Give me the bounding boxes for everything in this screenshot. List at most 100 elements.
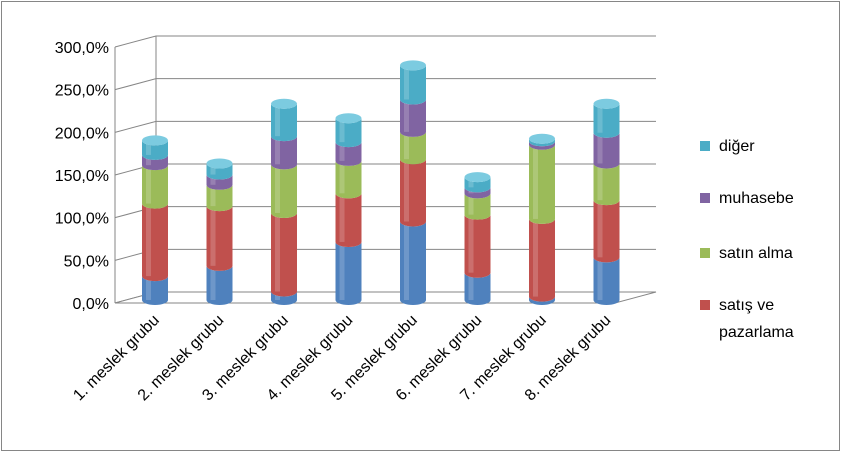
bar-highlight bbox=[597, 257, 603, 300]
bar-segment bbox=[206, 163, 233, 180]
bar-highlight bbox=[339, 241, 345, 300]
bar-segment bbox=[142, 140, 168, 160]
bar-segment bbox=[464, 272, 491, 305]
bar-top bbox=[400, 60, 426, 71]
bar-highlight bbox=[404, 65, 409, 100]
legend-label: satın alma bbox=[719, 245, 793, 262]
y-tick-label: 50,0% bbox=[64, 253, 109, 270]
bar-segment bbox=[529, 296, 555, 305]
bar-highlight bbox=[597, 163, 603, 201]
bar-highlight bbox=[210, 206, 216, 266]
bar-segment bbox=[593, 257, 620, 305]
bar-segment bbox=[529, 138, 555, 147]
legend-swatch bbox=[700, 248, 710, 258]
bar-segment bbox=[142, 154, 168, 171]
legend-swatch bbox=[700, 193, 710, 203]
bar-highlight bbox=[339, 142, 345, 161]
bar-highlight bbox=[146, 276, 151, 300]
bar-highlight bbox=[275, 164, 280, 213]
bar-highlight bbox=[210, 163, 216, 175]
bar-segment bbox=[529, 141, 555, 150]
bar-top bbox=[464, 172, 491, 183]
bar-highlight bbox=[468, 214, 474, 273]
bar-segment bbox=[400, 65, 426, 105]
bar-segment bbox=[400, 99, 426, 137]
bar-segment bbox=[271, 212, 297, 297]
bar-segment bbox=[335, 142, 362, 166]
bar-segment bbox=[400, 221, 426, 305]
bar-segment bbox=[464, 193, 491, 220]
bar-highlight bbox=[210, 265, 216, 300]
bar-segment bbox=[335, 160, 362, 199]
bar-top bbox=[335, 113, 362, 124]
legend-label: diğer bbox=[719, 138, 755, 155]
y-tick-label: 200,0% bbox=[55, 125, 109, 142]
bar-segment bbox=[142, 276, 168, 305]
bar-segment bbox=[206, 265, 233, 305]
bar-highlight bbox=[404, 99, 409, 132]
bar-segment bbox=[335, 118, 362, 148]
legend-label: pazarlama bbox=[719, 324, 794, 341]
y-tick-label: 300,0% bbox=[55, 40, 109, 57]
bar-segment bbox=[142, 165, 168, 209]
bar-highlight bbox=[210, 174, 216, 185]
bar-highlight bbox=[468, 272, 474, 300]
y-tick-label: 150,0% bbox=[55, 168, 109, 185]
bar-segment bbox=[271, 164, 297, 218]
bar-highlight bbox=[533, 144, 538, 219]
gridline bbox=[114, 35, 656, 48]
bar-segment bbox=[271, 103, 297, 142]
bar-top bbox=[529, 133, 555, 144]
bar-highlight bbox=[275, 136, 280, 165]
gridline bbox=[114, 120, 656, 133]
bar-top bbox=[206, 158, 233, 169]
gridline bbox=[114, 248, 656, 261]
bar-highlight bbox=[533, 218, 538, 297]
bar-highlight bbox=[339, 160, 345, 194]
bar-highlight bbox=[404, 221, 409, 300]
bar-highlight bbox=[146, 165, 151, 204]
bar-segment bbox=[529, 218, 555, 302]
bar-segment bbox=[464, 214, 491, 278]
bar-segment bbox=[464, 187, 491, 199]
bar-segment bbox=[593, 200, 620, 263]
bar-highlight bbox=[404, 159, 409, 222]
bar-highlight bbox=[404, 131, 409, 160]
bar-highlight bbox=[468, 193, 474, 215]
bar-segment bbox=[206, 206, 233, 271]
bar-segment bbox=[142, 203, 168, 282]
floor bbox=[114, 291, 657, 304]
bar-highlight bbox=[146, 203, 151, 277]
bar-segment bbox=[271, 291, 297, 305]
bar-segment bbox=[206, 184, 233, 212]
bar-highlight bbox=[339, 118, 345, 143]
bar-top bbox=[593, 98, 620, 109]
bar-segment bbox=[593, 163, 620, 206]
bar-highlight bbox=[146, 154, 151, 166]
bar-highlight bbox=[468, 177, 474, 188]
gridline bbox=[114, 78, 656, 91]
bar-segment bbox=[400, 131, 426, 165]
bar-segment bbox=[464, 177, 491, 193]
gridline bbox=[114, 163, 656, 176]
gridline bbox=[114, 206, 656, 219]
bar-highlight bbox=[275, 103, 280, 137]
legend-label: muhasebe bbox=[719, 190, 794, 207]
y-tick-label: 100,0% bbox=[55, 211, 109, 228]
bar-segment bbox=[271, 136, 297, 170]
bar-segment bbox=[206, 174, 233, 190]
legend-swatch bbox=[700, 300, 710, 310]
bar-highlight bbox=[210, 184, 216, 207]
bar-top bbox=[271, 98, 297, 109]
bar-segment bbox=[335, 241, 362, 305]
legend-label: satış ve bbox=[719, 297, 774, 314]
y-tick-label: 250,0% bbox=[55, 83, 109, 100]
bar-highlight bbox=[339, 193, 345, 242]
bar-segment bbox=[593, 132, 620, 169]
bar-highlight bbox=[275, 212, 280, 292]
bar-highlight bbox=[597, 103, 603, 133]
bar-segment bbox=[593, 103, 620, 138]
bar-highlight bbox=[597, 200, 603, 258]
bar-top bbox=[142, 135, 168, 146]
